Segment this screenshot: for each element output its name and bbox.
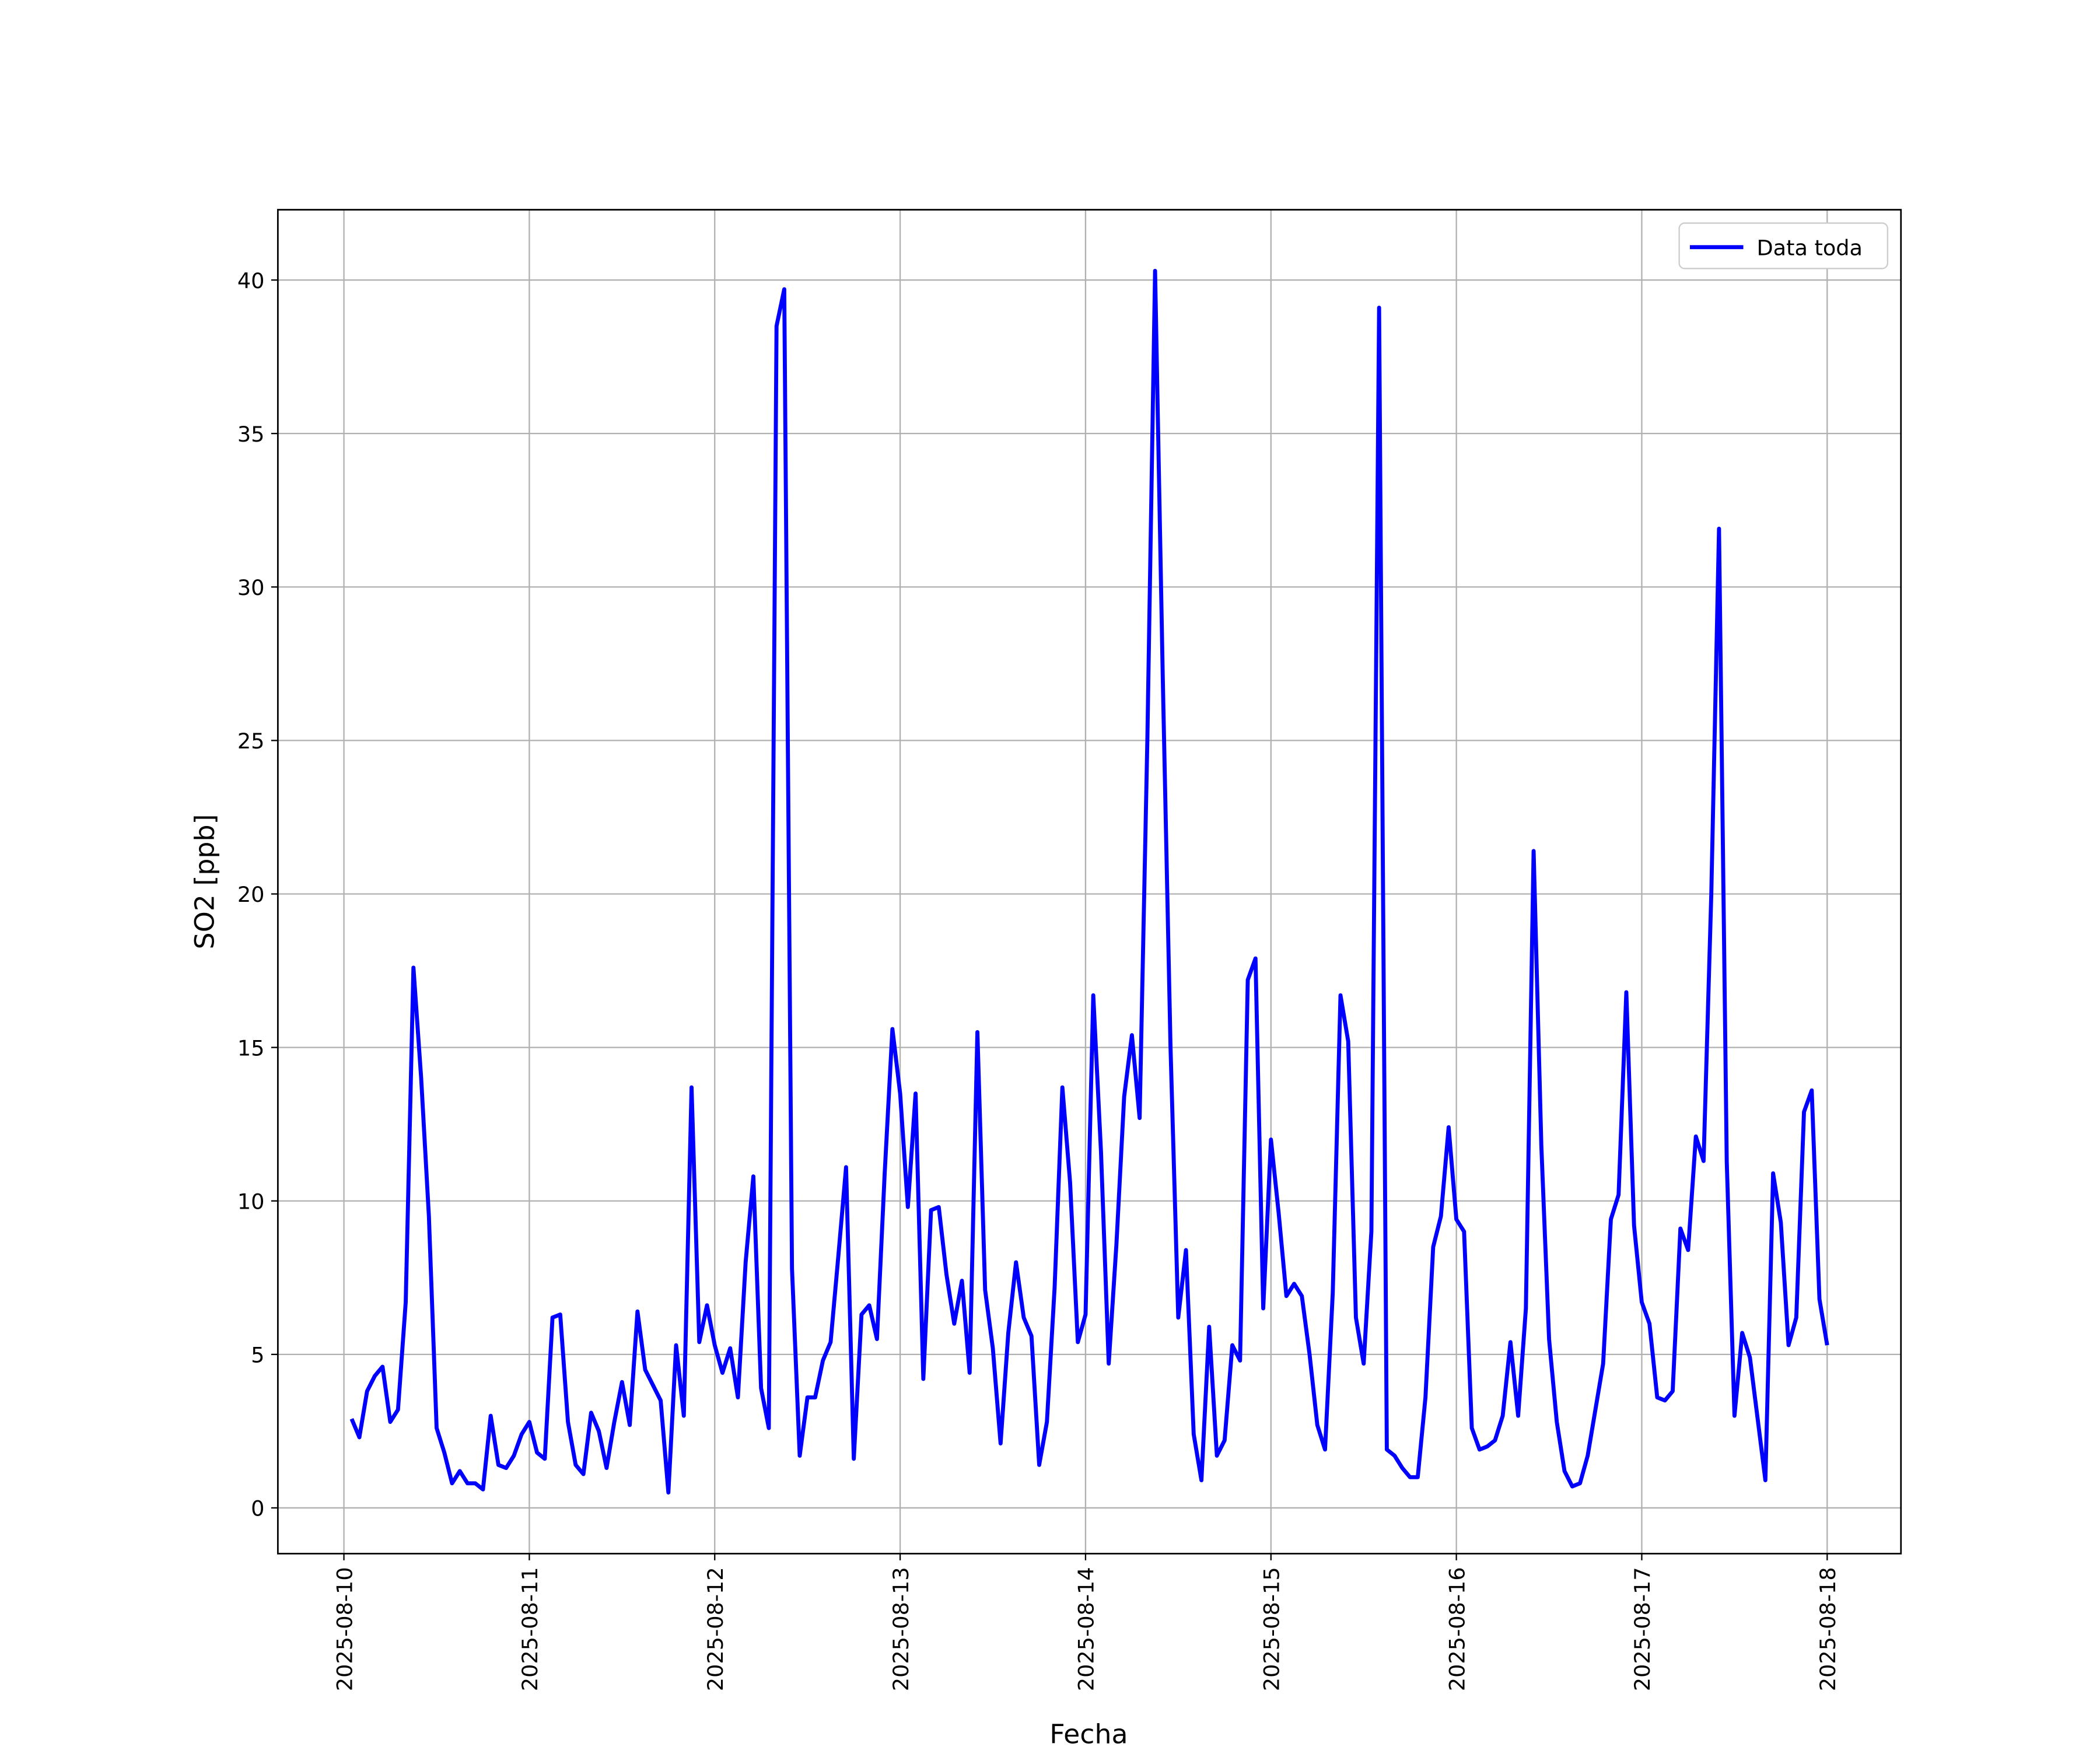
y-tick-label: 40	[237, 268, 265, 293]
y-tick-label: 5	[251, 1343, 264, 1368]
legend-box	[1678, 222, 1889, 270]
x-tick-label: 2025-08-18	[1815, 1567, 1840, 1691]
y-tick-label: 25	[237, 729, 265, 754]
y-axis-label: SO2 [ppb]	[188, 814, 220, 950]
x-tick-label: 2025-08-15	[1259, 1567, 1284, 1691]
y-tick-label: 35	[237, 422, 265, 447]
plot-frame	[276, 209, 1902, 1555]
x-tick-label: 2025-08-17	[1630, 1567, 1655, 1691]
x-tick-label: 2025-08-16	[1444, 1567, 1469, 1691]
legend-label: Data toda	[1756, 235, 1863, 260]
background	[16, 0, 2084, 1750]
x-axis-label: Fecha	[1049, 1718, 1128, 1750]
x-tick-label: 2025-08-10	[332, 1567, 357, 1691]
y-tick-label: 20	[237, 882, 265, 907]
y-tick-label: 10	[237, 1189, 265, 1214]
x-tick-label: 2025-08-13	[888, 1567, 914, 1691]
y-tick-label: 0	[251, 1496, 264, 1521]
x-tick-label: 2025-08-12	[703, 1567, 728, 1691]
data-line	[349, 268, 1829, 1495]
y-tick-label: 15	[237, 1035, 265, 1060]
y-tick-label: 30	[237, 575, 265, 600]
x-tick-label: 2025-08-11	[517, 1567, 542, 1691]
x-tick-label: 2025-08-14	[1074, 1567, 1099, 1691]
